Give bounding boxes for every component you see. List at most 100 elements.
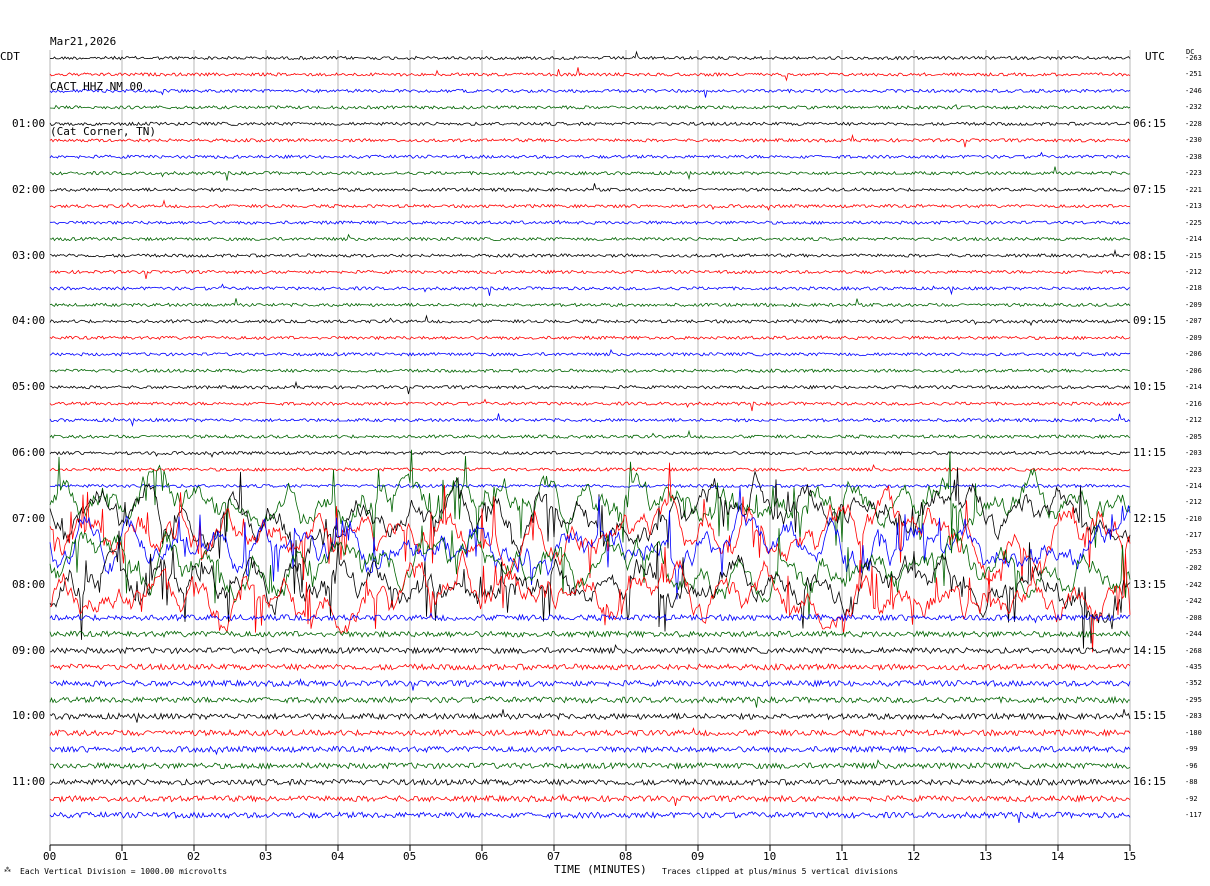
seismic-trace-row <box>49 334 1131 341</box>
x-tick-label: 05 <box>403 850 417 863</box>
seismic-trace-row <box>49 727 1131 738</box>
dc-offset-label: -180 <box>1185 728 1202 737</box>
x-tick-label: 02 <box>187 850 201 863</box>
clip-note: Traces clipped at plus/minus 5 vertical … <box>662 867 899 876</box>
x-tick-label: 11 <box>835 850 849 863</box>
seismic-trace-row <box>49 811 1131 823</box>
dc-offset-label: -223 <box>1185 465 1202 474</box>
dc-offset-label: -209 <box>1185 300 1202 309</box>
seismic-trace-row <box>49 269 1131 279</box>
dc-offset-label: -207 <box>1185 317 1202 326</box>
dc-offset-label: -212 <box>1185 416 1202 425</box>
dc-offset-label: -217 <box>1185 531 1202 540</box>
x-tick-label: 07 <box>547 850 561 863</box>
seismic-trace-row <box>49 546 1131 653</box>
seismic-trace-row <box>49 611 1131 624</box>
seismic-trace-row <box>49 368 1131 374</box>
left-hour-label: 10:00 <box>12 709 46 723</box>
dc-offset-label: -206 <box>1185 366 1202 375</box>
seismic-trace-row <box>49 429 1131 440</box>
x-tick-label: 08 <box>619 850 633 863</box>
seismic-trace-row <box>49 151 1131 160</box>
date-label: Mar21,2026 <box>50 35 117 48</box>
x-tick-label: 10 <box>763 850 777 863</box>
dc-offset-label: -221 <box>1185 185 1202 194</box>
right-hour-label: 09:15 <box>1133 314 1167 328</box>
seismic-trace-row <box>49 486 1131 600</box>
seismic-trace-row <box>49 643 1131 655</box>
seismic-trace-row <box>49 88 1131 98</box>
x-axis-title: TIME (MINUTES) <box>554 863 647 876</box>
seismic-trace-row <box>49 249 1131 258</box>
x-tick-label: 09 <box>691 850 705 863</box>
dc-offset-label: -208 <box>1185 613 1202 622</box>
dc-offset-label: -253 <box>1185 547 1202 556</box>
dc-offset-label: -213 <box>1185 202 1202 211</box>
x-tick-label: 13 <box>979 850 993 863</box>
dc-offset-label: -92 <box>1185 794 1198 803</box>
dc-offset-label: -228 <box>1185 119 1202 128</box>
x-tick-label: 14 <box>1051 850 1065 863</box>
seismic-trace-row <box>49 745 1131 756</box>
dc-offset-label: -215 <box>1185 251 1202 260</box>
dc-label: DC <box>1186 48 1195 56</box>
seismic-trace-row <box>49 67 1131 82</box>
seismic-trace-row <box>49 678 1131 691</box>
x-tick-label: 04 <box>331 850 345 863</box>
dc-offset-label: -251 <box>1185 70 1202 79</box>
seismic-trace-row <box>49 464 1131 472</box>
seismic-trace-row <box>49 104 1131 110</box>
left-hour-label: 07:00 <box>12 511 46 525</box>
left-hour-label: 11:00 <box>12 775 46 789</box>
right-hour-label: 15:15 <box>1133 709 1167 723</box>
seismic-trace-row <box>49 695 1131 708</box>
plot-header: Mar21,2026 CACT HHZ NM 00 (Cat Corner, T… <box>50 4 156 154</box>
left-hour-label: 08:00 <box>12 577 46 591</box>
dc-offset-label: -216 <box>1185 399 1202 408</box>
seismic-trace-row <box>49 233 1131 242</box>
dc-offset-label: -203 <box>1185 449 1202 458</box>
station-label: CACT HHZ NM 00 <box>50 80 143 93</box>
left-hour-label: 09:00 <box>12 643 46 657</box>
dc-offset-label: -117 <box>1185 811 1202 820</box>
seismic-trace-row <box>49 778 1131 787</box>
dc-offset-label: -212 <box>1185 267 1202 276</box>
dc-offset-label: -206 <box>1185 350 1202 359</box>
right-hour-label: 16:15 <box>1133 775 1167 789</box>
right-hour-label: 11:15 <box>1133 446 1167 460</box>
dc-offset-label: -283 <box>1185 712 1202 721</box>
x-tick-label: 06 <box>475 850 489 863</box>
dc-offset-label: -244 <box>1185 630 1202 639</box>
seismic-trace-row <box>49 530 1131 649</box>
dc-offset-label: -205 <box>1185 432 1202 441</box>
dc-offset-label: -232 <box>1185 103 1202 112</box>
seismic-trace-row <box>49 380 1131 395</box>
seismic-trace-row <box>49 283 1131 296</box>
seismic-trace-row <box>49 462 1131 594</box>
left-hour-label: 05:00 <box>12 380 46 394</box>
dc-offset-label: -88 <box>1185 778 1198 787</box>
seismic-trace-row <box>49 467 1131 594</box>
seismic-trace-row <box>49 199 1131 211</box>
seismic-trace-row <box>49 348 1131 357</box>
dc-offset-label: -295 <box>1185 695 1202 704</box>
dc-offset-label: -202 <box>1185 564 1202 573</box>
x-axis <box>49 844 1131 851</box>
dc-offset-label: -96 <box>1185 761 1198 770</box>
dc-offset-label: -223 <box>1185 169 1202 178</box>
x-tick-label: 00 <box>43 850 57 863</box>
seismic-trace-row <box>49 166 1131 181</box>
right-hour-label: 14:15 <box>1133 643 1167 657</box>
dc-offset-label: -263 <box>1185 54 1202 62</box>
dc-offset-label: -242 <box>1185 580 1202 589</box>
dc-offset-label: -214 <box>1185 383 1202 392</box>
seismic-trace-row <box>49 413 1131 428</box>
x-tick-label: 01 <box>115 850 129 863</box>
dc-offset-label: -214 <box>1185 481 1202 490</box>
right-timezone-label: UTC <box>1145 50 1165 63</box>
seismic-traces <box>49 50 1131 823</box>
seismic-trace-row <box>49 483 1131 489</box>
dc-offset-label: -99 <box>1185 745 1198 754</box>
seismic-trace-row <box>49 709 1131 723</box>
right-hour-label: 07:15 <box>1133 182 1167 196</box>
